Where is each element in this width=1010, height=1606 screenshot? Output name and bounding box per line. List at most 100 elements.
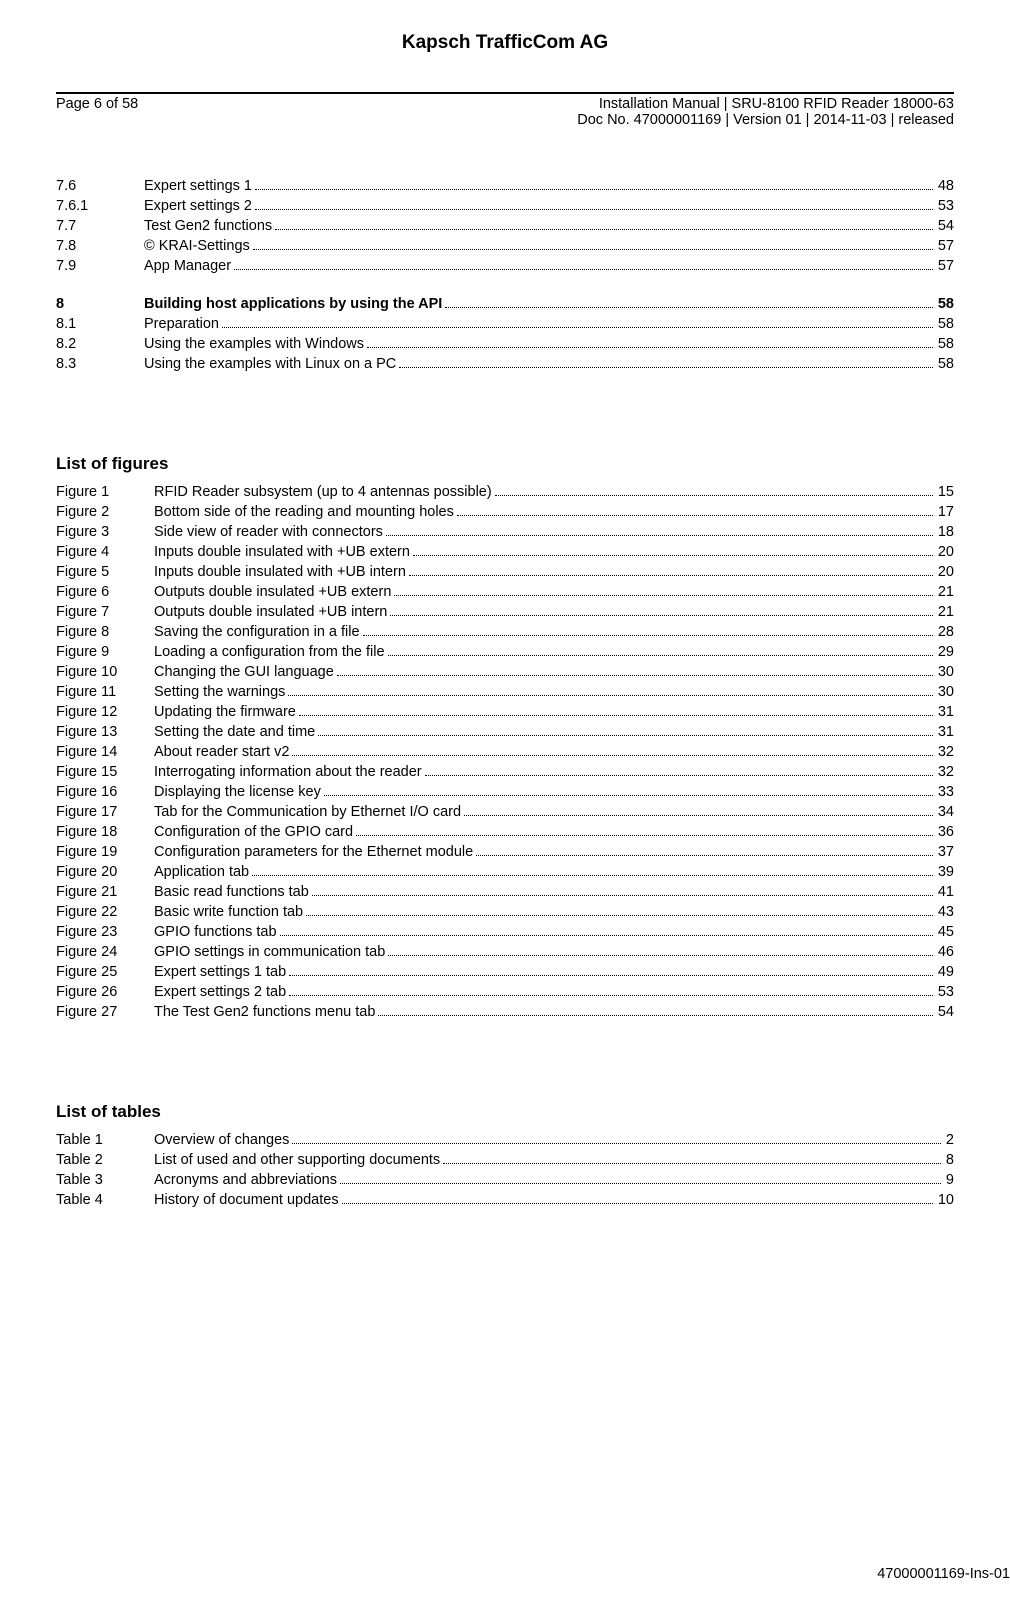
toc-entry-number: Figure 22 bbox=[56, 904, 154, 920]
toc-row: Table 4History of document updates 10 bbox=[56, 1192, 954, 1208]
toc-row: 7.6.1Expert settings 253 bbox=[56, 198, 954, 214]
toc-entry-number: Figure 27 bbox=[56, 1004, 154, 1020]
toc-entry-title: Preparation bbox=[144, 316, 219, 332]
toc-entry-page: 33 bbox=[936, 784, 954, 800]
toc-entry-title: History of document updates bbox=[154, 1192, 339, 1208]
toc-entry-number: 8.1 bbox=[56, 316, 144, 332]
toc-entry-page: 28 bbox=[936, 624, 954, 640]
toc-entry-page: 10 bbox=[936, 1192, 954, 1208]
toc-entry-number: Figure 15 bbox=[56, 764, 154, 780]
toc-leader-dots bbox=[388, 654, 933, 656]
toc-entry-title: Building host applications by using the … bbox=[144, 296, 442, 312]
toc-entry-page: 20 bbox=[936, 564, 954, 580]
toc-row: Figure 1RFID Reader subsystem (up to 4 a… bbox=[56, 484, 954, 500]
toc-entry-title: App Manager bbox=[144, 258, 231, 274]
toc-leader-dots bbox=[443, 1162, 941, 1164]
toc-entry-title: Setting the warnings bbox=[154, 684, 285, 700]
toc-entry-title: Basic read functions tab bbox=[154, 884, 309, 900]
toc-entry-page: 8 bbox=[944, 1152, 954, 1168]
toc-leader-dots bbox=[390, 614, 933, 616]
toc-entry-number: Figure 8 bbox=[56, 624, 154, 640]
page-number-label: Page 6 of 58 bbox=[56, 96, 138, 128]
toc-row: 8Building host applications by using the… bbox=[56, 296, 954, 312]
toc-leader-dots bbox=[399, 366, 933, 368]
toc-entry-page: 2 bbox=[944, 1132, 954, 1148]
toc-entry-page: 54 bbox=[936, 1004, 954, 1020]
toc-row: Figure 21Basic read functions tab 41 bbox=[56, 884, 954, 900]
toc-entry-number: Table 4 bbox=[56, 1192, 154, 1208]
toc-entry-number: Figure 13 bbox=[56, 724, 154, 740]
toc-leader-dots bbox=[255, 188, 933, 190]
toc-leader-dots bbox=[409, 574, 933, 576]
toc-entry-page: 32 bbox=[936, 744, 954, 760]
toc-leader-dots bbox=[318, 734, 933, 736]
toc-entry-title: RFID Reader subsystem (up to 4 antennas … bbox=[154, 484, 492, 500]
toc-entry-number: Figure 23 bbox=[56, 924, 154, 940]
toc-leader-dots bbox=[324, 794, 933, 796]
toc-entry-page: 39 bbox=[936, 864, 954, 880]
toc-entry-number: 7.7 bbox=[56, 218, 144, 234]
toc-entry-number: 8 bbox=[56, 296, 144, 312]
toc-row: 7.8© KRAI-Settings57 bbox=[56, 238, 954, 254]
toc-leader-dots bbox=[288, 694, 932, 696]
toc-entry-title: Bottom side of the reading and mounting … bbox=[154, 504, 454, 520]
toc-entry-title: Saving the configuration in a file bbox=[154, 624, 360, 640]
toc-row: Figure 17Tab for the Communication by Et… bbox=[56, 804, 954, 820]
toc-entry-number: Figure 9 bbox=[56, 644, 154, 660]
toc-entry-title: Expert settings 2 bbox=[144, 198, 252, 214]
toc-entry-page: 58 bbox=[936, 296, 954, 312]
toc-entry-title: Test Gen2 functions bbox=[144, 218, 272, 234]
toc-entry-title: Configuration of the GPIO card bbox=[154, 824, 353, 840]
toc-entry-number: Figure 16 bbox=[56, 784, 154, 800]
toc-row: Figure 6Outputs double insulated +UB ext… bbox=[56, 584, 954, 600]
toc-entry-number: Figure 17 bbox=[56, 804, 154, 820]
company-name: Kapsch TrafficCom AG bbox=[56, 32, 954, 54]
toc-entry-page: 41 bbox=[936, 884, 954, 900]
toc-entry-number: Figure 21 bbox=[56, 884, 154, 900]
toc-entry-page: 53 bbox=[936, 984, 954, 1000]
toc-row: Figure 12Updating the firmware31 bbox=[56, 704, 954, 720]
toc-entry-number: Figure 25 bbox=[56, 964, 154, 980]
toc-entry-title: The Test Gen2 functions menu tab bbox=[154, 1004, 375, 1020]
toc-entry-page: 49 bbox=[936, 964, 954, 980]
toc-entry-title: Setting the date and time bbox=[154, 724, 315, 740]
toc-entry-number: Figure 24 bbox=[56, 944, 154, 960]
toc-row: Figure 8Saving the configuration in a fi… bbox=[56, 624, 954, 640]
toc-row: Figure 7Outputs double insulated +UB int… bbox=[56, 604, 954, 620]
toc-entry-page: 31 bbox=[936, 724, 954, 740]
toc-entry-page: 31 bbox=[936, 704, 954, 720]
toc-entry-title: © KRAI-Settings bbox=[144, 238, 250, 254]
toc-leader-dots bbox=[253, 248, 933, 250]
toc-entry-title: Acronyms and abbreviations bbox=[154, 1172, 337, 1188]
toc-leader-dots bbox=[292, 754, 932, 756]
toc-leader-dots bbox=[342, 1202, 933, 1204]
toc-entry-title: Changing the GUI language bbox=[154, 664, 334, 680]
toc-leader-dots bbox=[464, 814, 933, 816]
toc-entry-number: Figure 7 bbox=[56, 604, 154, 620]
toc-entry-page: 34 bbox=[936, 804, 954, 820]
toc-leader-dots bbox=[289, 994, 933, 996]
toc-row: Figure 24GPIO settings in communication … bbox=[56, 944, 954, 960]
toc-row: Table 3Acronyms and abbreviations9 bbox=[56, 1172, 954, 1188]
toc-entry-number: Figure 4 bbox=[56, 544, 154, 560]
toc-entry-number: Figure 5 bbox=[56, 564, 154, 580]
toc-entry-title: Configuration parameters for the Etherne… bbox=[154, 844, 473, 860]
toc-row: Figure 10Changing the GUI language30 bbox=[56, 664, 954, 680]
toc-entry-page: 53 bbox=[936, 198, 954, 214]
toc-leader-dots bbox=[252, 874, 933, 876]
toc-entry-page: 15 bbox=[936, 484, 954, 500]
toc-leader-dots bbox=[292, 1142, 941, 1144]
toc-leader-dots bbox=[386, 534, 933, 536]
toc-entry-page: 58 bbox=[936, 356, 954, 372]
toc-entry-number: Figure 26 bbox=[56, 984, 154, 1000]
toc-leader-dots bbox=[312, 894, 933, 896]
toc-leader-dots bbox=[495, 494, 933, 496]
toc-entry-number: 7.6 bbox=[56, 178, 144, 194]
toc-row: Figure 25Expert settings 1 tab49 bbox=[56, 964, 954, 980]
toc-entry-number: Figure 12 bbox=[56, 704, 154, 720]
toc-entry-title: Displaying the license key bbox=[154, 784, 321, 800]
toc-entry-page: 21 bbox=[936, 584, 954, 600]
toc-entry-page: 21 bbox=[936, 604, 954, 620]
toc-entry-title: GPIO functions tab bbox=[154, 924, 277, 940]
toc-leader-dots bbox=[280, 934, 933, 936]
